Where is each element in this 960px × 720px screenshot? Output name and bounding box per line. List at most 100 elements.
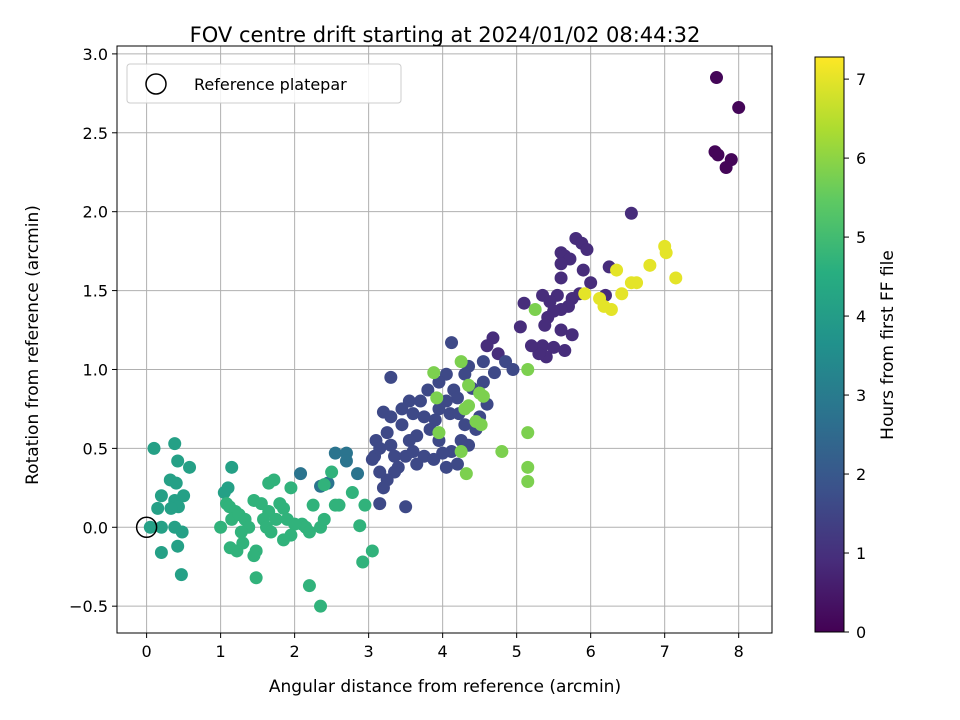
data-point bbox=[604, 303, 618, 317]
x-tick-label: 5 bbox=[512, 642, 522, 661]
data-point bbox=[171, 539, 185, 553]
data-point bbox=[709, 71, 723, 85]
data-point bbox=[669, 271, 683, 285]
legend-box bbox=[126, 63, 402, 104]
data-point bbox=[273, 497, 287, 511]
data-point bbox=[476, 389, 490, 403]
data-point bbox=[384, 370, 398, 384]
x-tick-label: 6 bbox=[586, 642, 596, 661]
data-point bbox=[353, 519, 367, 533]
data-point bbox=[302, 525, 316, 539]
data-points bbox=[143, 71, 746, 613]
data-point bbox=[450, 457, 464, 471]
data-point bbox=[183, 460, 197, 474]
data-point bbox=[615, 287, 629, 301]
data-point bbox=[521, 475, 535, 489]
data-point bbox=[395, 402, 409, 416]
data-point bbox=[154, 489, 168, 503]
data-point bbox=[521, 426, 535, 440]
x-tick-label: 7 bbox=[660, 642, 670, 661]
data-point bbox=[458, 418, 472, 432]
data-point bbox=[217, 486, 231, 500]
data-point bbox=[373, 465, 387, 479]
data-point bbox=[439, 460, 453, 474]
data-point bbox=[175, 525, 189, 539]
data-point bbox=[445, 336, 459, 350]
data-point bbox=[521, 460, 535, 474]
data-point bbox=[521, 362, 535, 376]
data-point bbox=[388, 449, 402, 463]
x-tick-label: 3 bbox=[364, 642, 374, 661]
data-point bbox=[345, 486, 359, 500]
y-tick-label: 0.0 bbox=[83, 518, 108, 537]
legend: Reference platepar bbox=[126, 63, 402, 104]
plot-frame bbox=[116, 45, 773, 634]
data-point bbox=[143, 520, 157, 534]
data-point bbox=[399, 500, 413, 514]
data-point bbox=[565, 328, 579, 342]
reference-point bbox=[135, 516, 158, 539]
data-point bbox=[719, 161, 733, 175]
data-point bbox=[236, 536, 250, 550]
colorbar-label: Hours from first FF file bbox=[878, 250, 898, 440]
data-point bbox=[373, 497, 387, 511]
colorbar-tick-label: 2 bbox=[856, 465, 866, 484]
data-point bbox=[554, 323, 568, 337]
data-point bbox=[558, 344, 572, 358]
data-point bbox=[314, 599, 328, 613]
data-point bbox=[584, 276, 598, 290]
x-axis-ticks: 0 1 2 3 4 5 6 7 8 bbox=[142, 633, 744, 661]
data-point bbox=[476, 375, 490, 389]
data-point bbox=[406, 407, 420, 421]
x-tick-label: 1 bbox=[216, 642, 226, 661]
y-tick-label: −0.5 bbox=[69, 597, 108, 616]
data-point bbox=[432, 426, 446, 440]
colorbar-tick-label: 6 bbox=[856, 149, 866, 168]
x-tick-label: 4 bbox=[438, 642, 448, 661]
data-point bbox=[317, 512, 331, 526]
legend-label: Reference platepar bbox=[194, 75, 347, 94]
data-point bbox=[427, 366, 441, 380]
data-point bbox=[459, 467, 473, 481]
data-point bbox=[580, 243, 594, 257]
data-point bbox=[428, 413, 442, 427]
data-point bbox=[249, 571, 263, 585]
data-point bbox=[417, 410, 431, 424]
data-point bbox=[154, 520, 168, 534]
data-point bbox=[339, 454, 353, 468]
data-point bbox=[317, 478, 331, 492]
data-point bbox=[395, 418, 409, 432]
data-point bbox=[458, 367, 472, 381]
data-point bbox=[358, 498, 372, 512]
x-axis-label: Angular distance from reference (arcmin) bbox=[269, 677, 621, 697]
data-point bbox=[365, 544, 379, 558]
data-point bbox=[277, 533, 291, 547]
data-point bbox=[454, 433, 468, 447]
data-point bbox=[554, 257, 568, 271]
data-point bbox=[659, 246, 673, 260]
colorbar-tick-label: 5 bbox=[856, 228, 866, 247]
data-point bbox=[643, 258, 657, 272]
data-point bbox=[610, 263, 624, 277]
data-point bbox=[576, 263, 590, 277]
data-point bbox=[624, 206, 638, 220]
data-point bbox=[365, 452, 379, 466]
data-point bbox=[154, 546, 168, 560]
data-point bbox=[487, 366, 501, 380]
data-point bbox=[427, 452, 441, 466]
data-point bbox=[332, 498, 346, 512]
x-tick-label: 2 bbox=[290, 642, 300, 661]
data-point bbox=[284, 481, 298, 495]
colorbar-tick-label: 7 bbox=[856, 70, 866, 89]
data-point bbox=[554, 271, 568, 285]
y-tick-label: 1.0 bbox=[83, 360, 108, 379]
colorbar bbox=[814, 56, 845, 633]
data-point bbox=[269, 512, 283, 526]
data-point bbox=[474, 418, 488, 432]
colorbar-ticks: 0 1 2 3 4 5 6 7 bbox=[844, 70, 866, 642]
data-point bbox=[432, 375, 446, 389]
data-point bbox=[264, 525, 278, 539]
x-tick-label: 8 bbox=[734, 642, 744, 661]
data-point bbox=[147, 441, 161, 455]
data-point bbox=[711, 148, 725, 162]
